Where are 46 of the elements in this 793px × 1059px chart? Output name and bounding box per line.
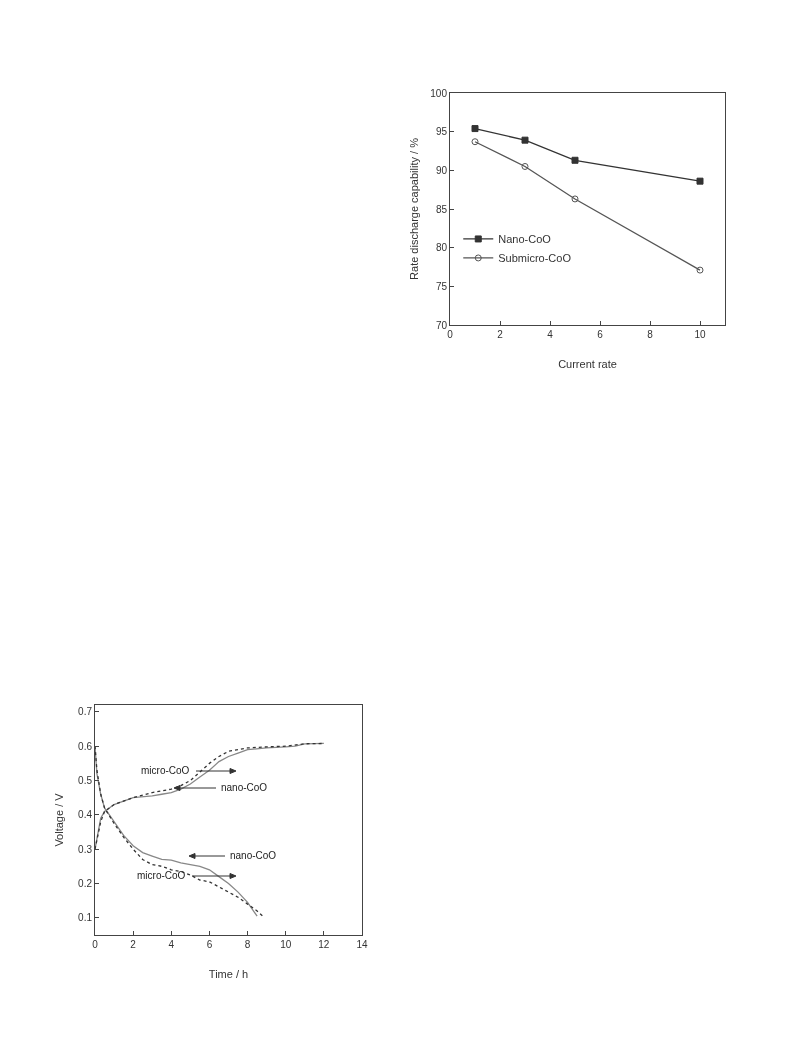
- annotation: nano-CoO: [230, 850, 277, 861]
- x-axis-title: Current rate: [558, 358, 617, 370]
- x-tick-label: 10: [694, 329, 706, 340]
- y-tick-label: 75: [435, 280, 448, 292]
- point: [471, 138, 479, 146]
- point: [471, 125, 479, 133]
- point: [521, 162, 529, 170]
- y-tick-label: 100: [430, 87, 448, 99]
- annotation: micro-CoO: [141, 765, 190, 776]
- x-tick-label: 6: [206, 939, 213, 950]
- x-tick-label: 10: [280, 939, 292, 950]
- legend-label: Nano-CoO: [498, 233, 552, 246]
- x-tick-label: 0: [92, 939, 99, 950]
- y-tick-label: 0.1: [78, 912, 93, 924]
- x-tick-label: 6: [597, 329, 604, 340]
- y-tick-label: 0.6: [78, 740, 93, 752]
- x-tick-label: 4: [547, 329, 554, 340]
- annotation: nano-CoO: [221, 782, 268, 793]
- y-tick-label: 90: [435, 164, 448, 176]
- y-tick-label: 70: [435, 319, 448, 331]
- y-axis-title: Rate discharge capability / %: [408, 137, 420, 280]
- point: [571, 195, 579, 203]
- point: [696, 177, 704, 185]
- y-tick-label: 0.4: [78, 809, 93, 821]
- y-axis-title: Voltage / V: [53, 792, 65, 847]
- x-tick-label: 8: [244, 939, 251, 950]
- y-tick-label: 0.2: [78, 878, 93, 890]
- x-tick-label: 8: [647, 329, 654, 340]
- x-tick-label: 2: [497, 329, 504, 340]
- y-tick-label: 0.5: [78, 775, 93, 787]
- point: [521, 136, 529, 144]
- x-tick-label: 0: [447, 329, 454, 340]
- x-tick-label: 2: [130, 939, 137, 950]
- x-axis-title: Time / h: [208, 968, 249, 980]
- y-tick-label: 0.3: [78, 843, 93, 855]
- y-tick-label: 80: [435, 242, 448, 254]
- y-tick-label: 85: [435, 203, 448, 215]
- y-tick-label: 0.7: [78, 706, 93, 718]
- point: [696, 266, 704, 274]
- x-tick-label: 14: [356, 939, 368, 950]
- x-tick-label: 12: [318, 939, 330, 950]
- y-tick-label: 95: [435, 126, 448, 138]
- point: [571, 156, 579, 164]
- annotation: micro-CoO: [137, 870, 186, 881]
- x-tick-label: 4: [168, 939, 175, 950]
- legend-label: Submicro-CoO: [498, 252, 572, 265]
